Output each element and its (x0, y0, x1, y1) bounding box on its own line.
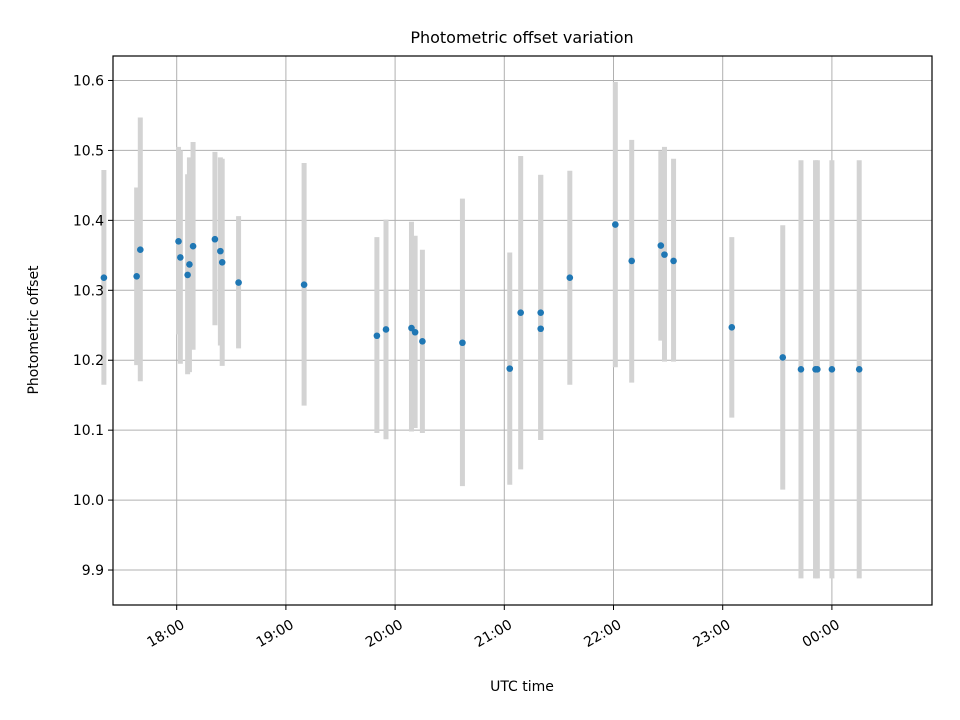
x-axis-label: UTC time (490, 679, 554, 695)
y-tick-label: 10.4 (73, 213, 104, 229)
y-tick-label: 10.2 (73, 353, 104, 369)
data-point (670, 257, 677, 265)
data-point (177, 254, 184, 261)
data-point (100, 274, 108, 281)
data-point (506, 365, 514, 372)
data-point (411, 328, 419, 336)
y-tick-label: 10.1 (73, 423, 104, 439)
data-point (137, 246, 144, 254)
data-point (628, 257, 635, 265)
data-point (779, 354, 787, 361)
data-point (175, 238, 182, 245)
data-point (189, 242, 197, 250)
data-point (537, 325, 544, 333)
data-point (419, 338, 426, 345)
data-point (217, 247, 224, 255)
data-point (657, 242, 665, 249)
data-point (373, 332, 381, 340)
data-point (459, 339, 466, 347)
data-point (855, 366, 863, 373)
chart-title: Photometric offset variation (410, 28, 633, 47)
data-point (133, 272, 140, 280)
data-point (537, 309, 544, 316)
plot-frame (112, 55, 933, 606)
data-point (300, 281, 308, 288)
y-tick-label: 10.3 (73, 283, 104, 299)
data-point (814, 366, 821, 373)
data-point (184, 271, 191, 279)
data-point (382, 326, 390, 333)
data-point (828, 366, 836, 373)
data-points (100, 221, 863, 373)
data-point (612, 221, 619, 228)
y-tick-label: 9.9 (82, 563, 104, 579)
y-tick-label: 10.6 (73, 73, 104, 89)
y-axis-label: Photometric offset (26, 265, 42, 395)
data-point (211, 235, 219, 243)
y-axis-ticks: 9.9 10.0 10.1 10.2 10.3 10.4 10.5 10.6 (73, 73, 113, 579)
data-point (517, 309, 524, 316)
data-point (728, 324, 736, 331)
data-point (797, 366, 805, 373)
data-point (235, 279, 242, 286)
y-tick-label: 10.5 (73, 143, 104, 159)
data-point (186, 261, 193, 268)
y-tick-label: 10.0 (73, 493, 104, 509)
data-point (218, 259, 226, 266)
data-point (661, 251, 668, 258)
data-point (566, 274, 574, 281)
